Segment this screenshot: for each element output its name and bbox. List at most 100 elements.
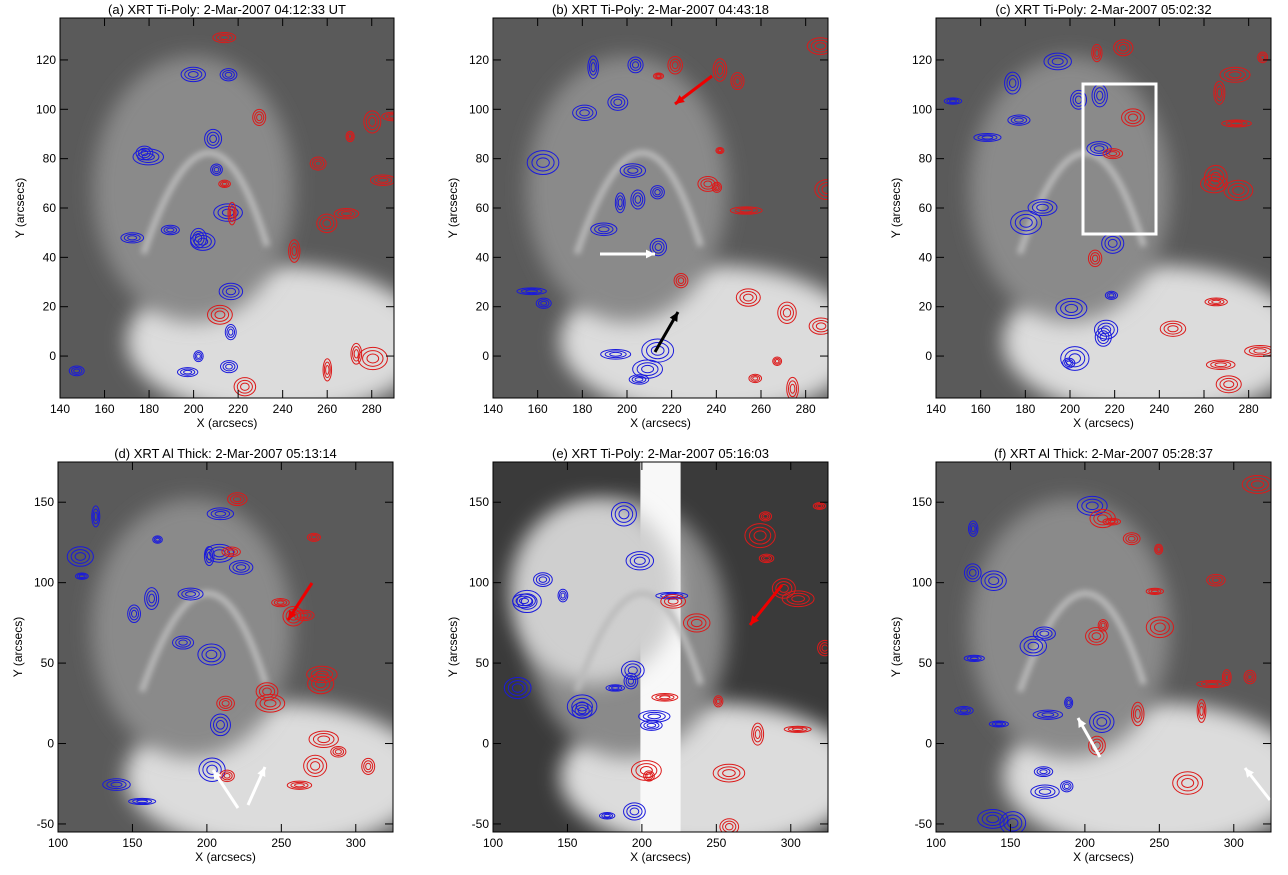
contour xyxy=(1100,325,1112,334)
contour xyxy=(254,111,265,124)
highlight-box xyxy=(1081,82,1158,236)
contour xyxy=(969,656,979,661)
contour xyxy=(141,153,155,161)
contour xyxy=(786,592,810,605)
contour xyxy=(810,39,828,53)
contour xyxy=(771,578,796,599)
contour xyxy=(1244,344,1271,357)
contour xyxy=(1223,380,1235,389)
xray-image xyxy=(936,462,1271,832)
contour xyxy=(1007,114,1031,126)
x-tick-label: 150 xyxy=(122,836,142,850)
contour xyxy=(1163,322,1183,335)
contour xyxy=(222,70,235,80)
contour xyxy=(760,512,771,521)
panel-title: (d) XRT Al Thick: 2-Mar-2007 05:13:14 xyxy=(114,446,337,461)
contour xyxy=(1253,348,1267,354)
contour xyxy=(627,677,635,685)
contour xyxy=(213,203,243,222)
contour xyxy=(166,227,175,233)
contour xyxy=(627,56,644,74)
loop xyxy=(573,590,704,693)
contour xyxy=(197,237,209,246)
contour xyxy=(607,93,629,111)
contour xyxy=(787,380,798,398)
contour xyxy=(1004,71,1022,95)
contour xyxy=(649,238,668,257)
contour xyxy=(1205,359,1236,370)
y-tick-label: 150 xyxy=(912,495,932,509)
axes-frame xyxy=(935,461,1272,833)
contour xyxy=(1060,780,1074,793)
contour xyxy=(734,207,758,214)
contour xyxy=(1150,589,1159,594)
contour xyxy=(610,501,637,527)
contour xyxy=(333,208,360,220)
contour xyxy=(204,128,223,149)
contour xyxy=(1225,120,1248,127)
contour xyxy=(1167,325,1179,333)
contour xyxy=(1257,51,1269,64)
contour xyxy=(986,814,1000,824)
contour xyxy=(227,201,237,226)
contour xyxy=(1094,49,1100,57)
contour xyxy=(1211,299,1222,304)
contour xyxy=(366,353,380,364)
contour xyxy=(643,770,655,782)
x-tick-label: 250 xyxy=(1149,836,1169,850)
contour xyxy=(363,760,374,773)
contour xyxy=(623,672,639,690)
contour xyxy=(620,660,645,681)
contour xyxy=(218,697,233,709)
y-tick-label: -50 xyxy=(472,817,490,831)
contour xyxy=(590,62,596,73)
y-tick-label: 80 xyxy=(919,152,933,166)
contour xyxy=(618,508,630,520)
contour xyxy=(632,192,644,207)
contour xyxy=(503,676,532,700)
contour xyxy=(1091,254,1099,263)
contour xyxy=(577,706,587,715)
contour xyxy=(222,285,240,298)
contour xyxy=(361,757,376,775)
contour xyxy=(653,72,665,80)
contour xyxy=(651,692,679,702)
contour xyxy=(312,158,325,169)
contour xyxy=(91,505,101,528)
contour xyxy=(533,572,553,587)
contour xyxy=(388,114,394,119)
contour xyxy=(235,564,247,571)
contour xyxy=(531,153,555,172)
contour xyxy=(222,361,236,372)
contour xyxy=(748,373,763,384)
contour xyxy=(1064,696,1074,709)
contour xyxy=(536,157,550,168)
contour xyxy=(1060,346,1090,371)
y-axis-label: Y (arcsecs) xyxy=(11,617,25,677)
contour xyxy=(512,593,536,609)
x-tick-label: 300 xyxy=(1224,836,1244,850)
arrow-head xyxy=(675,95,685,104)
contour xyxy=(1027,641,1040,651)
contour xyxy=(216,695,235,712)
contour xyxy=(655,694,675,701)
contour xyxy=(220,360,238,374)
contour xyxy=(1006,74,1019,92)
contour xyxy=(560,592,566,599)
contour xyxy=(325,364,330,375)
contour xyxy=(1125,534,1139,544)
contour xyxy=(68,365,85,377)
contour xyxy=(732,74,743,88)
contour xyxy=(616,195,625,211)
contour xyxy=(598,811,616,820)
contour xyxy=(812,502,827,510)
contour xyxy=(627,167,639,174)
contour xyxy=(140,149,149,157)
contour xyxy=(214,310,226,320)
contour xyxy=(634,377,644,382)
contour xyxy=(175,637,191,648)
contour xyxy=(1034,786,1056,797)
contour xyxy=(1223,69,1247,81)
contour xyxy=(178,639,188,646)
contour xyxy=(306,665,338,684)
